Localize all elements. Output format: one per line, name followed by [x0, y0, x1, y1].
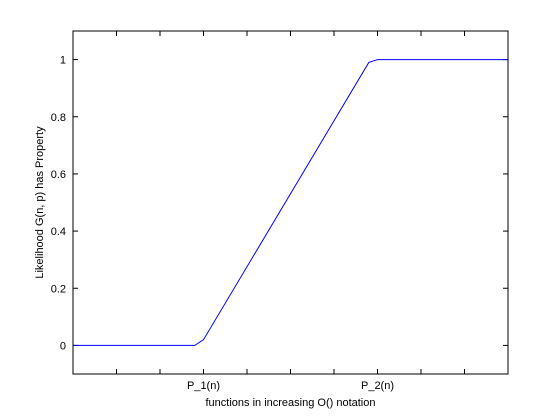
y-tick-label-4: 0.8	[51, 112, 66, 124]
y-tick-label-2: 0.4	[51, 226, 66, 238]
series-line-0	[73, 59, 508, 346]
ticks-layer	[73, 31, 508, 374]
plot-frame	[72, 30, 509, 375]
y-tick-label-5: 1	[60, 55, 66, 67]
labels-layer: 0 0.2 0.4 0.6 0.8 1 P_1(n) P_2(n)	[51, 55, 394, 392]
x-tick-label-1: P_2(n)	[361, 380, 394, 392]
plot-area	[73, 31, 508, 374]
x-axis-label: functions in increasing O() notation	[206, 397, 376, 409]
y-tick-label-3: 0.6	[51, 169, 66, 181]
y-tick-label-0: 0	[60, 340, 66, 352]
y-tick-label-1: 0.2	[51, 283, 66, 295]
y-axis-label: Likelihood G(n, p) has Property	[34, 126, 46, 279]
x-tick-label-0: P_1(n)	[187, 380, 220, 392]
series-layer	[73, 59, 508, 346]
